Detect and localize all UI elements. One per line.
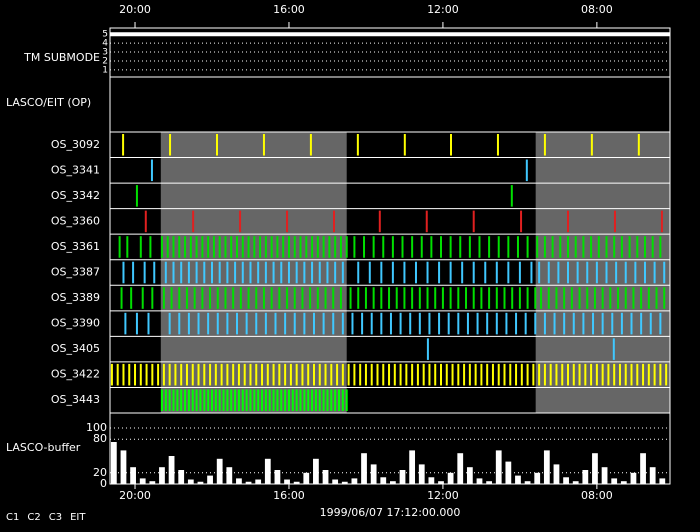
x-tick-label: 08:00	[581, 3, 613, 16]
buffer-bar	[640, 453, 646, 484]
buffer-bar	[370, 464, 377, 484]
row-label: OS_3422	[51, 368, 100, 381]
row-label: OS_3443	[51, 393, 100, 406]
buffer-bar	[322, 470, 329, 484]
buffer-bar	[313, 458, 319, 484]
y-tick-label: 0	[100, 477, 107, 490]
buffer-bar	[457, 453, 464, 484]
buffer-bar	[486, 481, 492, 484]
buffer-bar	[284, 479, 290, 484]
row-label: OS_3342	[51, 189, 100, 202]
row-label: OS_3405	[51, 342, 100, 355]
buffer-bar	[361, 453, 367, 484]
buffer-bar	[207, 475, 213, 484]
buffer-bar	[582, 470, 589, 484]
buffer-bar	[543, 450, 550, 484]
buffer-bar	[649, 467, 656, 484]
buffer-bar	[293, 481, 300, 484]
buffer-bar	[390, 481, 396, 484]
buffer-bar	[495, 450, 502, 484]
buffer-bar	[178, 470, 185, 484]
legend-entry: EIT	[70, 512, 86, 523]
buffer-bar	[120, 450, 127, 484]
legend-entry: C2	[27, 512, 40, 523]
buffer-bar	[447, 472, 454, 484]
buffer-bar	[245, 481, 252, 484]
buffer-bar	[534, 472, 541, 484]
buffer-bar	[341, 481, 348, 484]
buffer-bar	[197, 481, 204, 484]
buffer-bar	[264, 458, 271, 484]
buffer-bar	[601, 467, 608, 484]
row-label: OS_3389	[51, 291, 100, 304]
buffer-label: LASCO-buffer	[6, 441, 81, 454]
row-label: OS_3341	[51, 163, 100, 176]
x-tick-label: 12:00	[427, 489, 459, 502]
buffer-bar	[611, 478, 618, 484]
buffer-bar	[380, 477, 387, 484]
buffer-bar	[592, 453, 598, 484]
row-label: OS_3387	[51, 266, 100, 279]
tm-submode-label: TM SUBMODE	[23, 51, 100, 64]
buffer-bar	[438, 481, 444, 484]
buffer-bar	[216, 458, 223, 484]
buffer-bar	[187, 479, 194, 484]
buffer-bar	[255, 479, 262, 484]
x-tick-label: 12:00	[427, 3, 459, 16]
y-tick-label: 5	[102, 30, 108, 40]
y-tick-label: 3	[102, 48, 108, 58]
row-label: OS_3361	[51, 240, 100, 253]
buffer-bar	[159, 467, 165, 484]
buffer-bar	[139, 478, 146, 484]
buffer-bar	[168, 456, 175, 484]
buffer-bar	[399, 470, 406, 484]
buffer-bar	[466, 467, 473, 484]
buffer-bar	[149, 481, 156, 484]
lasco-eit-label: LASCO/EIT (OP)	[6, 96, 91, 109]
row-label: OS_3092	[51, 138, 100, 151]
x-tick-label: 20:00	[119, 3, 151, 16]
buffer-bar	[409, 450, 416, 484]
buffer-bar	[226, 467, 233, 484]
x-tick-label: 20:00	[119, 489, 151, 502]
row-label: OS_3360	[51, 214, 100, 227]
y-tick-label: 80	[93, 432, 107, 445]
buffer-bar	[620, 481, 627, 484]
buffer-bar	[476, 478, 483, 484]
y-tick-label: 1	[102, 65, 108, 75]
timestamp: 1999/06/07 17:12:00.000	[320, 506, 461, 519]
x-tick-label: 16:00	[273, 489, 305, 502]
buffer-bar	[524, 481, 531, 484]
buffer-bar	[110, 442, 117, 484]
legend-entry: C1	[6, 512, 19, 523]
buffer-bar	[505, 461, 512, 484]
buffer-bar	[515, 475, 521, 484]
buffer-bar	[130, 467, 136, 484]
legend-entry: C3	[49, 512, 62, 523]
y-tick-label: 100	[86, 421, 107, 434]
buffer-bar	[351, 478, 358, 484]
buffer-bar	[563, 477, 569, 484]
buffer-bar	[553, 464, 560, 484]
frame	[109, 27, 671, 485]
buffer-bar	[572, 481, 579, 484]
x-tick-label: 08:00	[581, 489, 613, 502]
y-tick-label: 2	[102, 56, 108, 66]
buffer-bar	[303, 472, 310, 484]
x-tick-label: 16:00	[273, 3, 305, 16]
buffer-bar	[418, 464, 425, 484]
row-label: OS_3390	[51, 317, 100, 330]
buffer-bar	[428, 477, 435, 484]
y-tick-label: 4	[102, 39, 108, 49]
buffer-bar	[332, 479, 339, 484]
buffer-bar	[274, 470, 281, 484]
buffer-bar	[659, 478, 666, 484]
buffer-bar	[630, 472, 637, 484]
y-tick-label: 20	[93, 466, 107, 479]
buffer-bar	[236, 478, 242, 484]
